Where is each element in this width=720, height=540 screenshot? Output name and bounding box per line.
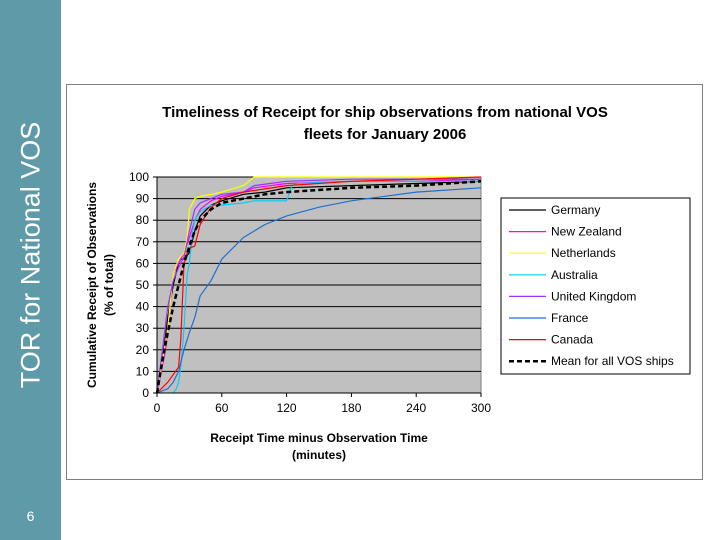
legend-box xyxy=(500,197,691,375)
series-line-8 xyxy=(155,180,482,394)
y-tick-label: 40 xyxy=(136,300,150,314)
y-tick-label: 20 xyxy=(136,343,150,357)
legend-label: Germany xyxy=(551,203,600,217)
y-tick-label: 70 xyxy=(136,235,150,249)
y-tick-label: 90 xyxy=(136,192,150,206)
y-tick-label: 100 xyxy=(129,170,149,184)
y-tick-label: 80 xyxy=(136,213,150,227)
legend-label: France xyxy=(551,311,589,325)
y-tick-label: 50 xyxy=(136,278,150,292)
x-tick-label: 0 xyxy=(154,401,161,415)
y-tick-label: 0 xyxy=(142,386,149,400)
x-tick-label: 60 xyxy=(215,401,229,415)
sidebar xyxy=(0,0,61,540)
x-tick-label: 240 xyxy=(406,401,426,415)
x-tick-labels: 0 60 120 180 240 300 xyxy=(154,393,491,415)
page-number: 6 xyxy=(26,508,35,524)
series-line-6 xyxy=(156,187,482,394)
y-tick-label: 10 xyxy=(136,364,150,378)
legend: Germany New Zealand Netherlands Australia Un… xyxy=(500,197,691,375)
chart-title-line2: fleets for January 2006 xyxy=(304,126,467,143)
slide-title: TOR for National VOS xyxy=(15,121,46,389)
x-axis-label-line2: (minutes) xyxy=(292,448,346,462)
legend-label: Mean for all VOS ships xyxy=(551,354,674,368)
series-line-1 xyxy=(156,180,482,394)
chart-title-line1: Timeliness of Receipt for ship observati… xyxy=(162,104,608,121)
series-layer xyxy=(155,176,482,394)
series-line-7 xyxy=(156,176,482,394)
y-axis-label-line2: (% of total) xyxy=(102,254,116,316)
legend-label: Australia xyxy=(551,268,598,282)
legend-label: Canada xyxy=(551,333,593,347)
y-tick-label: 60 xyxy=(136,256,150,270)
series-line-4 xyxy=(172,180,481,394)
y-axis-label-line1: Cumulative Receipt of Observations xyxy=(85,182,99,388)
legend-label: United Kingdom xyxy=(551,289,636,303)
x-tick-label: 300 xyxy=(471,401,491,415)
x-tick-label: 180 xyxy=(341,401,361,415)
y-tick-label: 30 xyxy=(136,321,150,335)
x-tick-label: 120 xyxy=(277,401,297,415)
series-line-3 xyxy=(156,176,481,394)
legend-label: New Zealand xyxy=(551,225,622,239)
chart: Timeliness of Receipt for ship observati… xyxy=(85,104,691,462)
y-tick-labels: 0 10 20 30 40 50 60 70 80 90 100 xyxy=(129,170,157,400)
x-axis-label-line1: Receipt Time minus Observation Time xyxy=(210,431,428,445)
series-line-5 xyxy=(156,178,481,394)
legend-label: Netherlands xyxy=(551,246,616,260)
